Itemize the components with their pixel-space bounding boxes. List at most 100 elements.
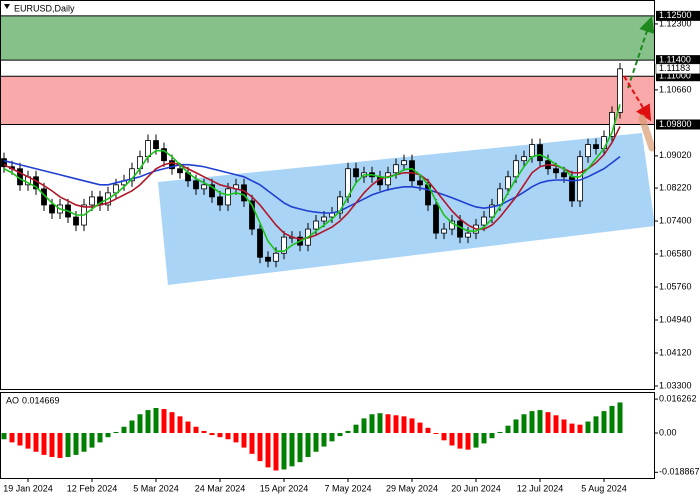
ao-bar — [73, 433, 79, 455]
ao-bar — [225, 433, 231, 440]
ao-bar — [489, 433, 495, 439]
ao-bar — [601, 411, 607, 433]
ao-bar — [249, 433, 255, 454]
ao-bar — [41, 433, 47, 455]
y-tick-label: 0.016262 — [659, 393, 697, 403]
candle-body — [529, 144, 535, 158]
ao-bar — [329, 433, 335, 442]
level-label: 1.11000 — [659, 71, 691, 81]
ao-bar — [169, 412, 175, 433]
ao-bar — [377, 413, 383, 433]
candle-body — [1, 158, 7, 168]
ao-title: AO — [6, 395, 19, 405]
ao-bar — [9, 433, 15, 443]
ao-bar — [65, 433, 71, 457]
candle-body — [265, 256, 271, 262]
candle-body — [201, 184, 207, 190]
ao-bar — [1, 433, 7, 440]
ao-bar — [145, 410, 151, 433]
x-tick-label: 20 Jun 2024 — [451, 483, 501, 493]
y-tick-label: 1.12300 — [659, 18, 692, 28]
ao-bar — [569, 423, 575, 433]
ao-bar — [153, 408, 159, 433]
ao-bar — [201, 430, 207, 433]
projection-mark — [638, 114, 656, 152]
ao-pane-frame — [0, 392, 655, 479]
ao-bar — [449, 433, 455, 446]
zones — [0, 15, 655, 125]
ao-bar — [433, 433, 439, 435]
ao-bar — [185, 421, 191, 433]
ao-bar — [353, 424, 359, 433]
candle-body — [273, 252, 279, 262]
candle-body — [225, 188, 231, 206]
level-label-box — [656, 71, 700, 82]
candle-body — [249, 200, 255, 230]
ao-bar — [585, 421, 591, 433]
ao-bar — [537, 410, 543, 433]
ao-bar — [457, 433, 463, 449]
zone — [1, 76, 654, 125]
ao-bar — [313, 433, 319, 452]
ao-bar — [217, 433, 223, 438]
moving-average — [3, 104, 621, 253]
candle-body — [385, 172, 391, 186]
candle-body — [321, 216, 327, 222]
ao-bar — [465, 433, 471, 450]
ao-bar — [401, 416, 407, 433]
last-price-box — [655, 63, 700, 75]
ao-bar — [89, 433, 95, 448]
ao-bar — [97, 433, 103, 443]
candle-body — [337, 196, 343, 214]
candle-body — [593, 144, 599, 150]
last-price-label: 1.11183 — [659, 63, 690, 73]
ao-bar — [193, 426, 199, 433]
candle-body — [153, 140, 159, 150]
candle-body — [169, 160, 175, 170]
ao-value: 0.014669 — [22, 395, 60, 405]
y-tick-label: -0.018867 — [659, 467, 700, 477]
ao-bar — [529, 411, 535, 433]
candle-body — [441, 228, 447, 234]
candle-body — [617, 68, 623, 113]
ao-bar — [577, 424, 583, 433]
ao-bar — [609, 405, 615, 433]
ao-bar — [265, 433, 271, 468]
level-label-box — [656, 10, 700, 21]
moving-average — [3, 126, 621, 240]
y-tick-label: 1.09020 — [659, 150, 692, 160]
candle-body — [353, 168, 359, 178]
level-label-box — [656, 119, 700, 130]
candle-body — [433, 204, 439, 234]
candle-body — [457, 220, 463, 238]
x-tick-label: 19 Jan 2024 — [3, 483, 53, 493]
symbol-icon — [4, 4, 10, 9]
candle-body — [537, 144, 543, 162]
candle-body — [49, 204, 55, 214]
y-tick-label: 1.04940 — [659, 314, 692, 324]
ao-bar — [17, 433, 23, 446]
ao-bar — [337, 433, 343, 437]
axes: 1.12500 1.11400 1.11000 1.09800 1.12300 1.106… — [3, 10, 700, 493]
candle-body — [209, 184, 215, 198]
y-tick-label: 1.05760 — [659, 281, 692, 291]
x-tick-label: 5 Mar 2024 — [133, 483, 179, 493]
ao-bar — [385, 414, 391, 433]
candle-body — [521, 156, 527, 162]
candle-body — [193, 180, 199, 190]
candle-body — [393, 164, 399, 174]
y-tick-label: 0.00 — [659, 427, 677, 437]
candle-body — [489, 204, 495, 218]
ao-bar — [473, 433, 479, 448]
y-tick-label: 1.08220 — [659, 182, 692, 192]
y-tick-label: 1.06580 — [659, 248, 692, 258]
candle-body — [281, 236, 287, 254]
candle-body — [217, 196, 223, 206]
candle-body — [161, 148, 167, 162]
candle-body — [505, 176, 511, 190]
x-tick-label: 7 May 2024 — [324, 483, 371, 493]
candle-body — [145, 140, 151, 158]
y-tick-label: 1.04120 — [659, 347, 692, 357]
ao-bar — [441, 433, 447, 441]
